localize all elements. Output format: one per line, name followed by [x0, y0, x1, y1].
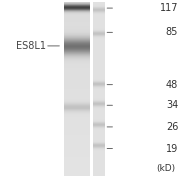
Text: (kD): (kD) — [156, 164, 175, 173]
Text: 34: 34 — [166, 100, 178, 110]
Text: ES8L1: ES8L1 — [17, 41, 46, 51]
Text: 19: 19 — [166, 143, 178, 154]
Text: 48: 48 — [166, 80, 178, 90]
Text: 117: 117 — [160, 3, 178, 13]
Text: 85: 85 — [166, 27, 178, 37]
Text: 26: 26 — [166, 122, 178, 132]
